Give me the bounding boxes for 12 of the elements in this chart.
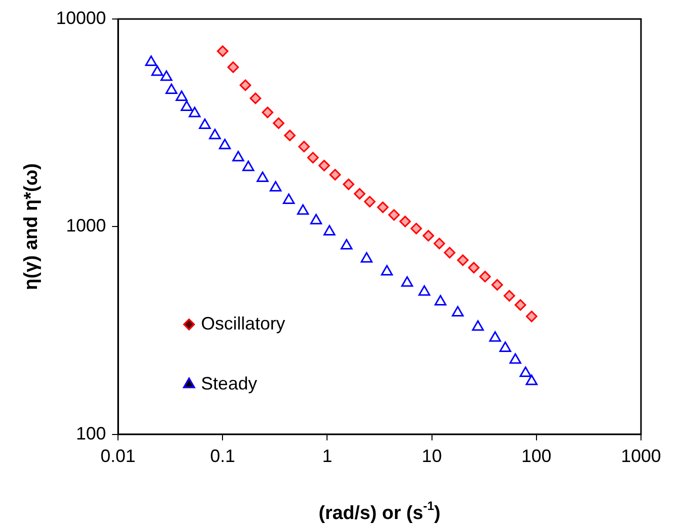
x-tick-label: 10: [422, 446, 442, 466]
x-tick-label: 0.1: [210, 446, 236, 466]
y-axis-title: η(γ) and η*(ω): [21, 163, 42, 290]
y-tick-label: 1000: [66, 216, 106, 236]
legend-label: Steady: [201, 373, 258, 394]
y-tick-label: 100: [76, 423, 106, 444]
y-tick-label: 10000: [56, 8, 106, 28]
x-tick-label: 1000: [620, 446, 662, 466]
x-tick-label: 100: [521, 446, 552, 466]
x-tick-label: 0.01: [100, 446, 136, 466]
x-tick-label: 1: [322, 446, 332, 466]
legend-label: Oscillatory: [201, 313, 286, 334]
